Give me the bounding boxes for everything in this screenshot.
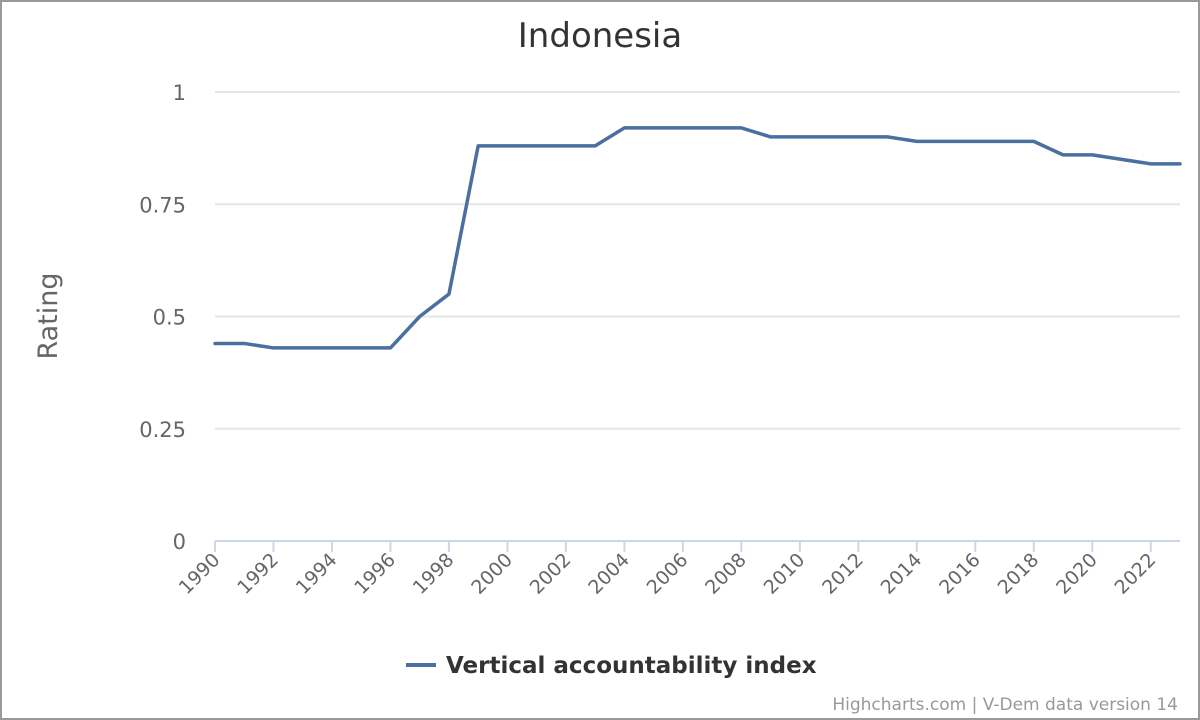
x-tick-label: 2022: [1111, 549, 1161, 599]
x-tick-label: 1994: [292, 549, 342, 599]
series-line[interactable]: [213, 126, 1182, 350]
y-axis-ticks: 0 0.25 0.5 0.75 1: [139, 81, 186, 554]
y-tick-label: 1: [173, 81, 186, 105]
x-tick-label: 2018: [994, 549, 1044, 599]
x-tick-label: 2020: [1052, 549, 1102, 599]
x-tick-label: 2000: [467, 549, 517, 599]
x-tick-label: 2002: [526, 549, 576, 599]
x-tick-label: 1996: [350, 549, 400, 599]
y-tick-label: 0.5: [153, 306, 186, 330]
x-tick-label: 2010: [760, 549, 810, 599]
legend-item[interactable]: Vertical accountability index: [406, 653, 817, 679]
x-axis: 1990 1992 1994 1996 1998 2000 2002 2004 2006 2008…: [175, 540, 1180, 599]
x-tick-label: 2014: [877, 549, 927, 599]
x-tick-label: 2008: [701, 549, 751, 599]
series-layer: [213, 126, 1182, 350]
x-tick-label: 1990: [175, 549, 225, 599]
x-tick-label: 2012: [818, 549, 868, 599]
credits-text[interactable]: Highcharts.com | V-Dem data version 14: [832, 695, 1178, 715]
x-tick-label: 2016: [935, 549, 985, 599]
x-tick-label: 2004: [584, 549, 634, 599]
x-tick-label: 2006: [643, 549, 693, 599]
y-tick-label: 0.25: [139, 418, 186, 442]
legend-label: Vertical accountability index: [446, 653, 817, 679]
y-tick-label: 0: [173, 530, 186, 554]
y-tick-label: 0.75: [139, 193, 186, 217]
chart-title: Indonesia: [518, 16, 682, 56]
gridlines: [215, 91, 1180, 430]
x-tick-label: 1998: [409, 549, 459, 599]
x-tick-label: 1992: [233, 549, 283, 599]
y-axis-label: Rating: [33, 272, 64, 359]
